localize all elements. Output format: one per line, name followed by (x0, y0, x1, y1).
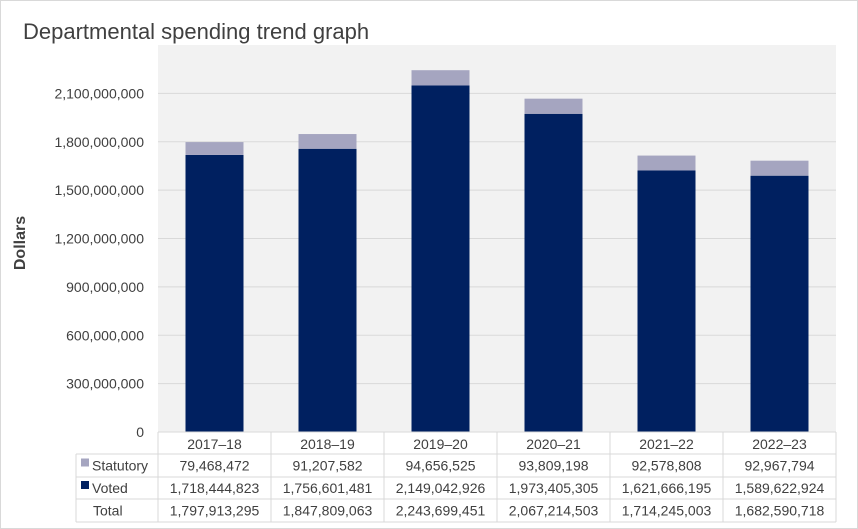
bar-statutory (524, 98, 583, 114)
y-tick-label: 1,200,000,000 (54, 231, 144, 247)
legend-key-voted (81, 481, 89, 489)
table-cell: 1,973,405,305 (509, 480, 599, 496)
bar-statutory (637, 155, 696, 171)
bar-statutory (298, 134, 357, 149)
table-cell: 2,067,214,503 (509, 503, 599, 519)
bar-statutory (185, 142, 244, 155)
y-axis-label: Dollars (12, 216, 29, 270)
x-tick-label: 2019–20 (413, 436, 468, 452)
legend-label: Total (93, 503, 123, 519)
legend-key-statutory (81, 458, 89, 467)
bar-voted (750, 175, 809, 432)
table-cell: 1,621,666,195 (622, 480, 712, 496)
table-cell: 1,682,590,718 (735, 503, 825, 519)
bar-voted (411, 85, 470, 432)
bar-statutory (411, 70, 470, 86)
legend-label: Voted (92, 480, 128, 496)
y-tick-label: 1,500,000,000 (54, 182, 144, 198)
x-tick-label: 2022–23 (752, 436, 807, 452)
chart-title: Departmental spending trend graph (23, 19, 369, 44)
table-cell: 1,589,622,924 (735, 480, 825, 496)
table-cell: 1,714,245,003 (622, 503, 712, 519)
x-tick-label: 2018–19 (300, 436, 355, 452)
table-cell: 94,656,525 (405, 458, 475, 474)
table-cell: 1,797,913,295 (170, 503, 260, 519)
y-tick-label: 900,000,000 (66, 279, 144, 295)
y-tick-label: 2,100,000,000 (54, 85, 144, 101)
table-cell: 91,207,582 (292, 458, 362, 474)
y-tick-label: 600,000,000 (66, 327, 144, 343)
bar-voted (298, 148, 357, 432)
y-tick-label: 300,000,000 (66, 376, 144, 392)
x-tick-label: 2017–18 (187, 436, 242, 452)
bar-voted (524, 113, 583, 432)
legend-label: Statutory (92, 458, 148, 474)
table-cell: 79,468,472 (179, 458, 249, 474)
table-cell: 1,847,809,063 (283, 503, 373, 519)
table-cell: 93,809,198 (518, 458, 588, 474)
table-cell: 1,756,601,481 (283, 480, 373, 496)
bar-statutory (750, 160, 809, 176)
y-tick-label: 1,800,000,000 (54, 134, 144, 150)
bar-voted (637, 170, 696, 432)
table-cell: 1,718,444,823 (170, 480, 260, 496)
y-tick-label: 0 (136, 424, 144, 440)
table-cell: 2,243,699,451 (396, 503, 486, 519)
x-tick-label: 2020–21 (526, 436, 581, 452)
table-cell: 92,967,794 (744, 458, 814, 474)
bar-voted (185, 154, 244, 433)
x-tick-label: 2021–22 (639, 436, 694, 452)
table-cell: 92,578,808 (631, 458, 701, 474)
table-cell: 2,149,042,926 (396, 480, 486, 496)
